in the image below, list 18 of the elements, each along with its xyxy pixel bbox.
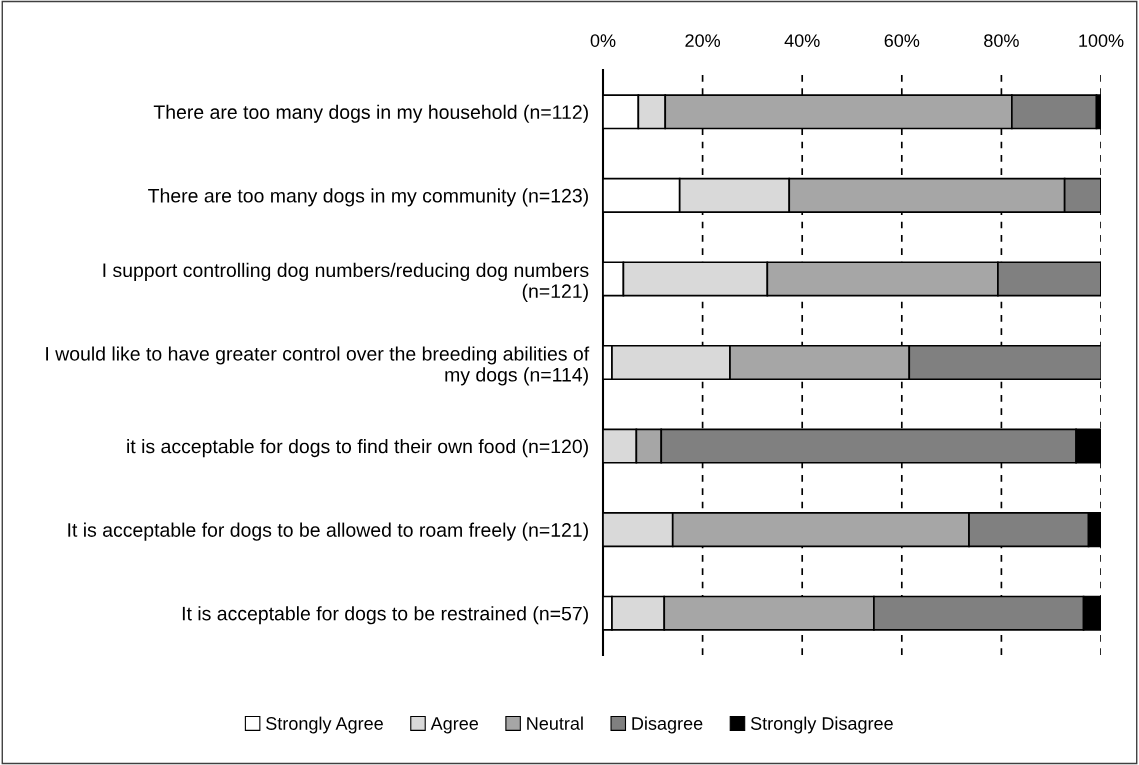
x-tick-label: 100% (1079, 34, 1124, 47)
legend-label: Neutral (527, 716, 583, 730)
x-tick-label: 80% (984, 34, 1019, 47)
y-tick-label: it is acceptable for dogs to find their own food (n=120) (127, 439, 588, 458)
x-tick-label: 20% (685, 34, 721, 47)
y-tick-label: I support controlling dog numbers/reducing dog numbers (n=121) (103, 262, 589, 302)
legend-label: Strongly Disagree (750, 716, 893, 734)
legend-label: Disagree (632, 716, 703, 734)
y-tick-label: I would like to have greater control over the breeding abilities of my dogs (n=114) (46, 346, 590, 386)
y-tick-label: There are too many dogs in my household (n=112) (153, 104, 588, 123)
y-tick-label: It is acceptable for dogs to be allowed to roam freely (n=121) (68, 522, 588, 541)
legend-label: Agree (430, 717, 479, 734)
y-tick-label: It is acceptable for dogs to be restrained (n=57) (182, 606, 588, 625)
x-tick-label: 60% (884, 34, 920, 47)
legend-label: Strongly Agree (266, 716, 383, 734)
x-tick-label: 0% (590, 34, 616, 47)
x-tick-label: 40% (784, 34, 820, 47)
y-tick-label: There are too many dogs in my community (n=123) (148, 188, 588, 207)
